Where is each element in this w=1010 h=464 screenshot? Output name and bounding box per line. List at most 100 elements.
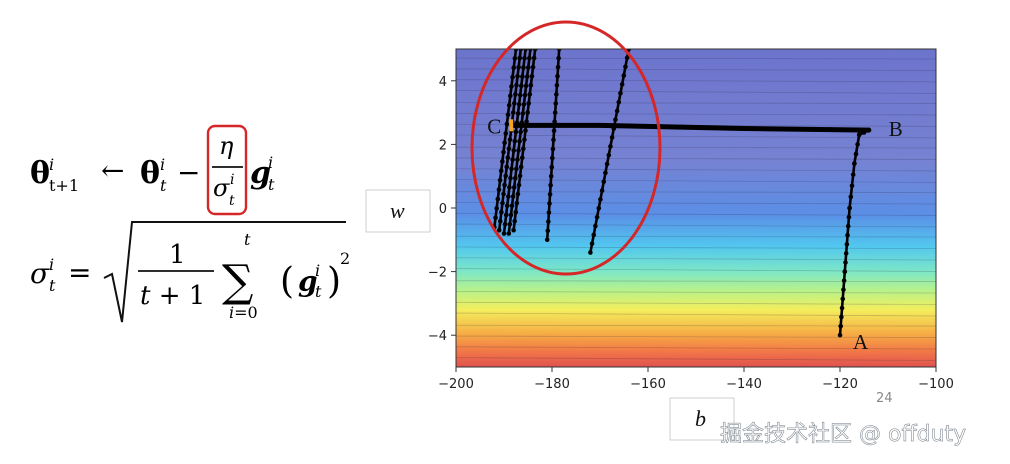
trajectory-point bbox=[502, 221, 508, 227]
contour-line bbox=[456, 257, 936, 261]
y-tick-label: −4 bbox=[428, 329, 447, 344]
trajectory-point bbox=[599, 188, 605, 193]
trajectory-point bbox=[642, 124, 648, 129]
trajectory-point bbox=[509, 84, 514, 89]
x-tick-label: −200 bbox=[438, 377, 474, 392]
contour-line bbox=[456, 68, 936, 71]
contour-line bbox=[456, 79, 936, 83]
trajectory-point bbox=[596, 205, 602, 211]
trajectory-point bbox=[551, 128, 557, 134]
trajectory-point bbox=[606, 123, 612, 128]
contour-line bbox=[456, 312, 936, 317]
trajectory-point bbox=[504, 121, 510, 127]
trajectory-point bbox=[528, 49, 533, 52]
trajectory-point bbox=[853, 151, 859, 157]
trajectory-point bbox=[521, 65, 526, 70]
trajectory-point bbox=[732, 126, 738, 131]
trajectory-point bbox=[510, 110, 516, 115]
trajectory-point bbox=[678, 124, 684, 130]
trajectory-point bbox=[603, 170, 608, 176]
trajectory-point bbox=[548, 173, 554, 179]
trajectory-point bbox=[517, 55, 523, 61]
trajectory-point bbox=[614, 108, 620, 114]
trajectory-point bbox=[505, 112, 511, 117]
trajectory-point bbox=[527, 92, 533, 97]
trajectory-point bbox=[843, 260, 848, 265]
trajectory-point bbox=[508, 93, 513, 99]
point-label-b: B bbox=[889, 117, 903, 141]
trajectory-point bbox=[522, 92, 528, 98]
trajectory-point bbox=[714, 125, 720, 131]
trajectory-point bbox=[856, 132, 862, 138]
trajectory-point bbox=[516, 64, 521, 70]
trajectory-point bbox=[524, 119, 529, 124]
contour-line bbox=[456, 280, 936, 282]
trajectory-point bbox=[494, 206, 499, 211]
trajectory-point bbox=[509, 166, 514, 172]
trajectory-point bbox=[497, 177, 503, 183]
trajectory-point bbox=[601, 179, 607, 185]
contour-plot: −200 −180 −160 −140 −120 −100 −4 −2 0 2 4 A B C bbox=[428, 20, 954, 392]
trajectory-point bbox=[623, 64, 628, 69]
trajectory-point bbox=[547, 201, 552, 206]
trajectory-point bbox=[530, 64, 536, 70]
contour-line bbox=[456, 90, 936, 94]
trajectory-point bbox=[507, 185, 512, 190]
contour-line bbox=[456, 202, 936, 205]
trajectory-point bbox=[841, 278, 847, 283]
trajectory-point bbox=[866, 127, 872, 133]
trajectory-point bbox=[518, 164, 524, 170]
svg-text:−: − bbox=[177, 156, 200, 189]
trajectory-point bbox=[544, 237, 550, 243]
trajectory-point bbox=[594, 214, 600, 220]
trajectory-point bbox=[705, 125, 711, 131]
trajectory-point bbox=[517, 92, 523, 98]
trajectory-point bbox=[799, 126, 804, 132]
svg-text:i: i bbox=[49, 255, 54, 274]
svg-text:): ) bbox=[327, 261, 341, 302]
trajectory-point bbox=[556, 49, 562, 52]
x-ticks: −200 −180 −160 −140 −120 −100 bbox=[438, 367, 954, 392]
trajectory-point bbox=[507, 221, 513, 227]
trajectory-point bbox=[609, 135, 615, 140]
trajectory-point bbox=[504, 164, 510, 170]
trajectory-point bbox=[524, 74, 530, 79]
svg-text:t: t bbox=[244, 230, 251, 249]
trajectory-point bbox=[848, 194, 854, 200]
trajectory-point bbox=[789, 126, 795, 132]
trajectory-point bbox=[839, 314, 844, 320]
trajectory-point bbox=[511, 65, 517, 71]
trajectory-point bbox=[555, 73, 560, 79]
trajectory-point bbox=[849, 183, 855, 189]
trajectory-point bbox=[518, 129, 523, 135]
trajectory-point bbox=[510, 157, 515, 162]
contour-line bbox=[456, 235, 936, 238]
trajectory-point bbox=[521, 102, 527, 107]
trajectory-point bbox=[519, 120, 525, 126]
svg-text:←: ← bbox=[101, 154, 124, 187]
trajectory-point bbox=[515, 191, 521, 197]
trajectory-point bbox=[510, 194, 516, 199]
svg-text:2: 2 bbox=[340, 249, 350, 268]
adagrad-formula: θ i t+1 ← θ i t − η σ i t g i t σ i t = … bbox=[30, 124, 350, 323]
trajectory-point bbox=[624, 123, 630, 129]
trajectory-point bbox=[818, 127, 824, 132]
trajectory-point bbox=[520, 111, 526, 116]
trajectory-point bbox=[621, 73, 627, 78]
trajectory-point bbox=[549, 164, 555, 170]
trajectory-point bbox=[606, 152, 612, 158]
trajectory-point bbox=[501, 149, 506, 155]
trajectory-point bbox=[512, 218, 517, 224]
trajectory-point bbox=[512, 101, 517, 106]
trajectory-point bbox=[518, 49, 524, 52]
trajectory-point bbox=[514, 200, 520, 206]
trajectory-point bbox=[528, 82, 534, 88]
svg-text:i: i bbox=[49, 155, 54, 174]
trajectory-point bbox=[545, 228, 551, 234]
trajectory-point bbox=[633, 123, 639, 129]
sigma-rule: σ i t = 1 t + 1 t ∑ i=0 ( g i t ) 2 bbox=[30, 221, 350, 323]
trajectory-point bbox=[554, 83, 560, 88]
point-labels: A B C bbox=[487, 114, 903, 354]
y-ticks: −4 −2 0 2 4 bbox=[428, 75, 456, 344]
trajectory-point bbox=[512, 138, 518, 144]
